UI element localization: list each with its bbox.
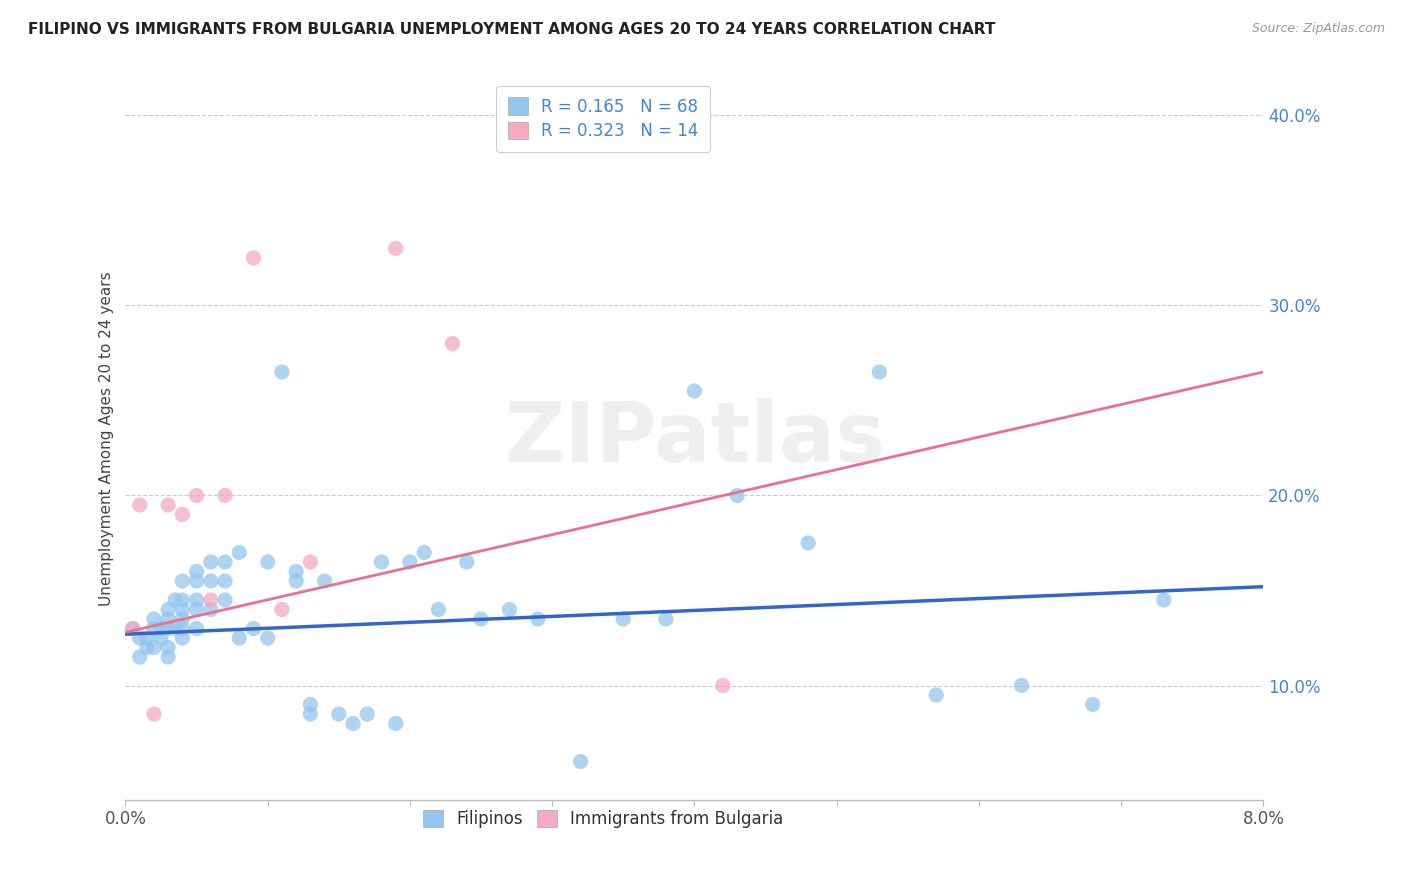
- Point: [172, 508, 194, 522]
- Point: [228, 545, 250, 559]
- Point: [186, 565, 208, 579]
- Point: [157, 602, 180, 616]
- Point: [142, 706, 165, 721]
- Point: [285, 565, 308, 579]
- Point: [356, 706, 378, 721]
- Point: [121, 622, 143, 636]
- Point: [186, 488, 208, 502]
- Point: [172, 602, 194, 616]
- Point: [135, 640, 157, 655]
- Point: [413, 545, 436, 559]
- Point: [925, 688, 948, 702]
- Point: [186, 602, 208, 616]
- Point: [711, 679, 734, 693]
- Point: [299, 555, 322, 569]
- Point: [214, 555, 236, 569]
- Point: [1153, 593, 1175, 607]
- Point: [569, 755, 592, 769]
- Point: [299, 706, 322, 721]
- Point: [314, 574, 336, 588]
- Point: [256, 555, 278, 569]
- Point: [271, 602, 294, 616]
- Point: [200, 574, 222, 588]
- Point: [150, 631, 173, 645]
- Point: [527, 612, 550, 626]
- Point: [427, 602, 450, 616]
- Point: [328, 706, 350, 721]
- Point: [186, 593, 208, 607]
- Point: [157, 640, 180, 655]
- Point: [612, 612, 634, 626]
- Point: [498, 602, 520, 616]
- Point: [1011, 679, 1033, 693]
- Point: [172, 574, 194, 588]
- Point: [470, 612, 492, 626]
- Point: [214, 593, 236, 607]
- Text: Source: ZipAtlas.com: Source: ZipAtlas.com: [1251, 22, 1385, 36]
- Point: [157, 650, 180, 665]
- Point: [299, 698, 322, 712]
- Point: [399, 555, 422, 569]
- Point: [441, 336, 464, 351]
- Point: [128, 498, 150, 512]
- Point: [868, 365, 890, 379]
- Point: [228, 631, 250, 645]
- Point: [121, 622, 143, 636]
- Point: [157, 498, 180, 512]
- Point: [135, 631, 157, 645]
- Text: FILIPINO VS IMMIGRANTS FROM BULGARIA UNEMPLOYMENT AMONG AGES 20 TO 24 YEARS CORR: FILIPINO VS IMMIGRANTS FROM BULGARIA UNE…: [28, 22, 995, 37]
- Point: [200, 555, 222, 569]
- Point: [370, 555, 392, 569]
- Point: [150, 622, 173, 636]
- Point: [165, 593, 187, 607]
- Legend: Filipinos, Immigrants from Bulgaria: Filipinos, Immigrants from Bulgaria: [416, 803, 790, 835]
- Point: [456, 555, 478, 569]
- Point: [242, 622, 264, 636]
- Point: [142, 640, 165, 655]
- Point: [384, 242, 406, 256]
- Point: [186, 574, 208, 588]
- Point: [683, 384, 706, 398]
- Point: [142, 612, 165, 626]
- Point: [214, 574, 236, 588]
- Point: [384, 716, 406, 731]
- Point: [142, 622, 165, 636]
- Point: [165, 622, 187, 636]
- Point: [157, 622, 180, 636]
- Point: [242, 251, 264, 265]
- Point: [128, 631, 150, 645]
- Text: ZIPatlas: ZIPatlas: [503, 398, 884, 479]
- Point: [655, 612, 678, 626]
- Point: [271, 365, 294, 379]
- Point: [172, 622, 194, 636]
- Point: [342, 716, 364, 731]
- Point: [285, 574, 308, 588]
- Point: [128, 650, 150, 665]
- Point: [1081, 698, 1104, 712]
- Point: [157, 612, 180, 626]
- Point: [172, 631, 194, 645]
- Point: [725, 488, 748, 502]
- Point: [186, 622, 208, 636]
- Point: [214, 488, 236, 502]
- Point: [797, 536, 820, 550]
- Point: [200, 602, 222, 616]
- Point: [256, 631, 278, 645]
- Point: [172, 612, 194, 626]
- Point: [200, 593, 222, 607]
- Point: [172, 593, 194, 607]
- Y-axis label: Unemployment Among Ages 20 to 24 years: Unemployment Among Ages 20 to 24 years: [100, 271, 114, 606]
